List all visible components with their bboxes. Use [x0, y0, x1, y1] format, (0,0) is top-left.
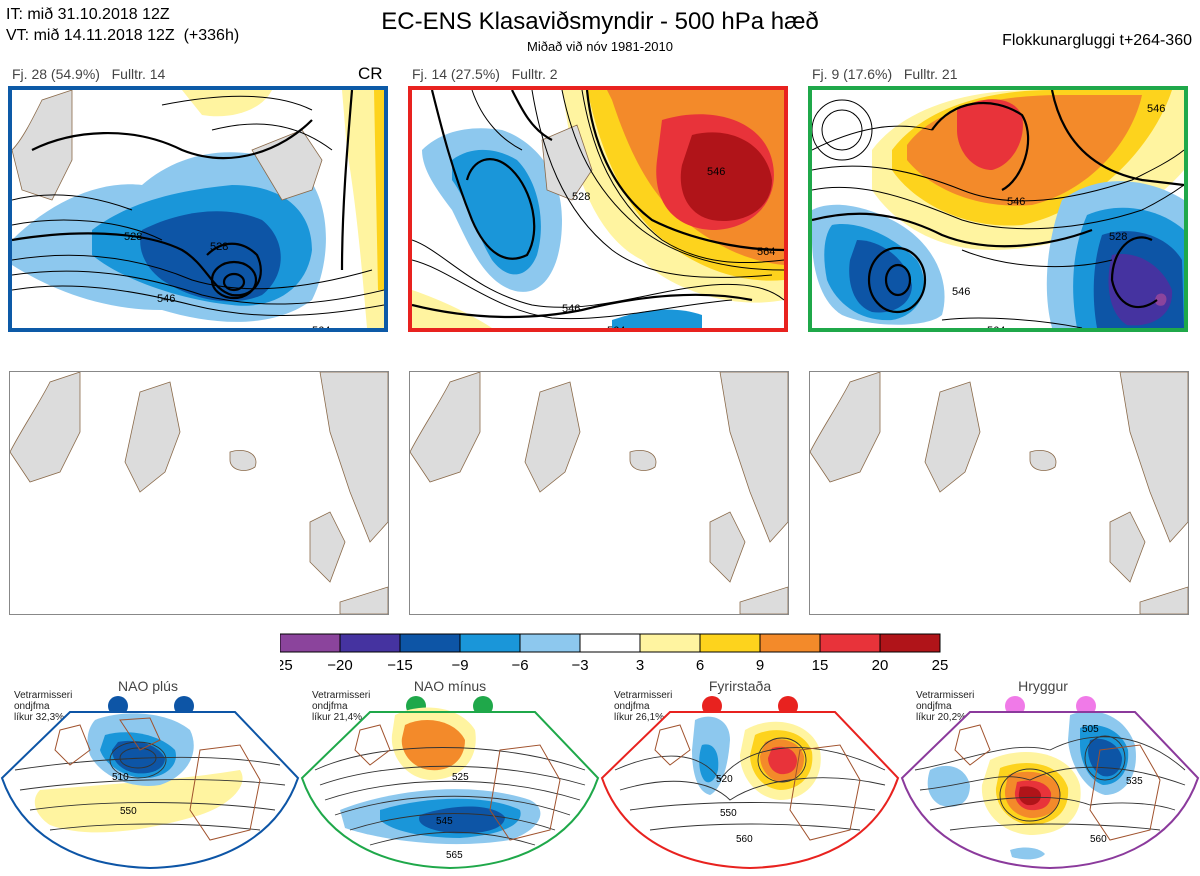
colorbar-swatch	[399, 633, 461, 653]
contour-label: 528	[572, 191, 590, 203]
colorbar-tick-label: 15	[812, 657, 829, 674]
cluster-2-label: Fj. 14 (27.5%) Fulltr. 2	[412, 66, 558, 82]
page-title: EC-ENS Klasaviðsmyndir - 500 hPa hæð	[381, 8, 819, 35]
colorbar-tick-label: −15	[387, 657, 412, 674]
colorbar-tick-label: −3	[571, 657, 588, 674]
contour-label: 545	[436, 816, 453, 827]
cluster-2-map: 528 546 546 564 564	[408, 86, 788, 332]
contour-label: 550	[720, 808, 737, 819]
header-info: IT: mið 31.10.2018 12Z VT: mið 14.11.2018…	[6, 4, 239, 46]
colorbar-tick-label: 9	[756, 657, 764, 674]
contour-label: 564	[607, 325, 625, 328]
regime-2-title: NAO mínus	[413, 678, 487, 694]
contour-label: 505	[1082, 724, 1099, 735]
contour-label: 560	[736, 834, 753, 845]
regime-3-title: Fyrirstaða	[708, 678, 772, 694]
colorbar-swatch	[459, 633, 521, 653]
contour-label: 564	[757, 246, 775, 258]
cluster-1-label: Fj. 28 (54.9%) Fulltr. 14	[12, 66, 166, 82]
colorbar-tick-label: 20	[872, 657, 889, 674]
page-subtitle: Miðað við nóv 1981-2010	[527, 39, 673, 54]
representative-map-3	[809, 371, 1189, 615]
representative-map-2	[409, 371, 789, 615]
contour-label: 528	[124, 231, 142, 243]
contour-label: 565	[446, 850, 463, 861]
cluster-1-map: 528 528 546 546 564	[8, 86, 388, 332]
contour-label: 546	[1007, 196, 1025, 208]
regime-2-note: Vetrarmisseri ondjfma líkur 21,4%	[312, 690, 371, 723]
init-time: IT: mið 31.10.2018 12Z	[6, 6, 170, 23]
cluster-3-map: 546 546 528 546 564	[808, 86, 1188, 332]
contour-label: 528	[210, 241, 228, 253]
regime-2-map: 525 545 565	[300, 690, 600, 876]
colorbar-swatch	[639, 633, 701, 653]
colorbar-tick-label: −20	[327, 657, 352, 674]
contour-label: 560	[1090, 834, 1107, 845]
regime-4-note: Vetrarmisseri ondjfma líkur 20,2%	[916, 690, 975, 723]
regime-1-map: 510 550	[0, 690, 300, 876]
regime-3-note: Vetrarmisseri ondjfma líkur 26,1%	[614, 690, 673, 723]
contour-label: 535	[1126, 776, 1143, 787]
colorbar-tick-label: −9	[451, 657, 468, 674]
regime-4-title: Hryggur	[1018, 678, 1068, 694]
cluster-1-tag: CR	[358, 64, 383, 83]
contour-label: 564	[987, 325, 1005, 328]
valid-time: VT: mið 14.11.2018 12Z (+336h)	[6, 27, 240, 44]
colorbar-tick-label: −25	[280, 657, 293, 674]
contour-label: 546	[952, 286, 970, 298]
regime-3-map: 520 550 560	[600, 690, 900, 876]
contour-label: 550	[120, 806, 137, 817]
colorbar-swatch	[819, 633, 881, 653]
regime-4-map: 505 535 560	[900, 690, 1200, 876]
contour-label: 564	[312, 325, 330, 328]
colorbar-swatch	[339, 633, 401, 653]
contour-label: 546	[1147, 103, 1165, 115]
contour-label: 546	[707, 166, 725, 178]
colorbar-swatch	[519, 633, 581, 653]
regime-1-note: Vetrarmisseri ondjfma líkur 32,3%	[14, 690, 73, 723]
contour-label: 546	[242, 327, 260, 328]
colorbar-tick-label: 6	[696, 657, 704, 674]
colorbar-swatch	[759, 633, 821, 653]
colorbar: −25 −20 −15 −9 −6 −3 3 6 9 15 20 25	[267, 633, 960, 680]
contour-label: 546	[562, 303, 580, 315]
contour-label: 520	[716, 774, 733, 785]
colorbar-swatch	[699, 633, 761, 653]
classification-window: Flokkunargluggi t+264-360	[1002, 32, 1192, 49]
colorbar-tick-label: 3	[636, 657, 644, 674]
colorbar-swatch	[879, 633, 941, 653]
contour-label: 528	[1109, 231, 1127, 243]
contour-label: 525	[452, 772, 469, 783]
regime-1-title: NAO plús	[118, 678, 178, 694]
contour-label: 546	[157, 293, 175, 305]
colorbar-swatch	[279, 633, 341, 653]
contour-label: 510	[112, 772, 129, 783]
colorbar-swatch	[579, 633, 641, 653]
cluster-3-label: Fj. 9 (17.6%) Fulltr. 21	[812, 66, 958, 82]
colorbar-tick-label: −6	[511, 657, 528, 674]
colorbar-tick-label: 25	[932, 657, 949, 674]
representative-map-1	[9, 371, 389, 615]
